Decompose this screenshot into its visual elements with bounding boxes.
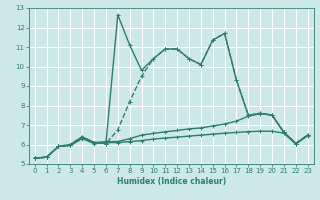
X-axis label: Humidex (Indice chaleur): Humidex (Indice chaleur) bbox=[116, 177, 226, 186]
